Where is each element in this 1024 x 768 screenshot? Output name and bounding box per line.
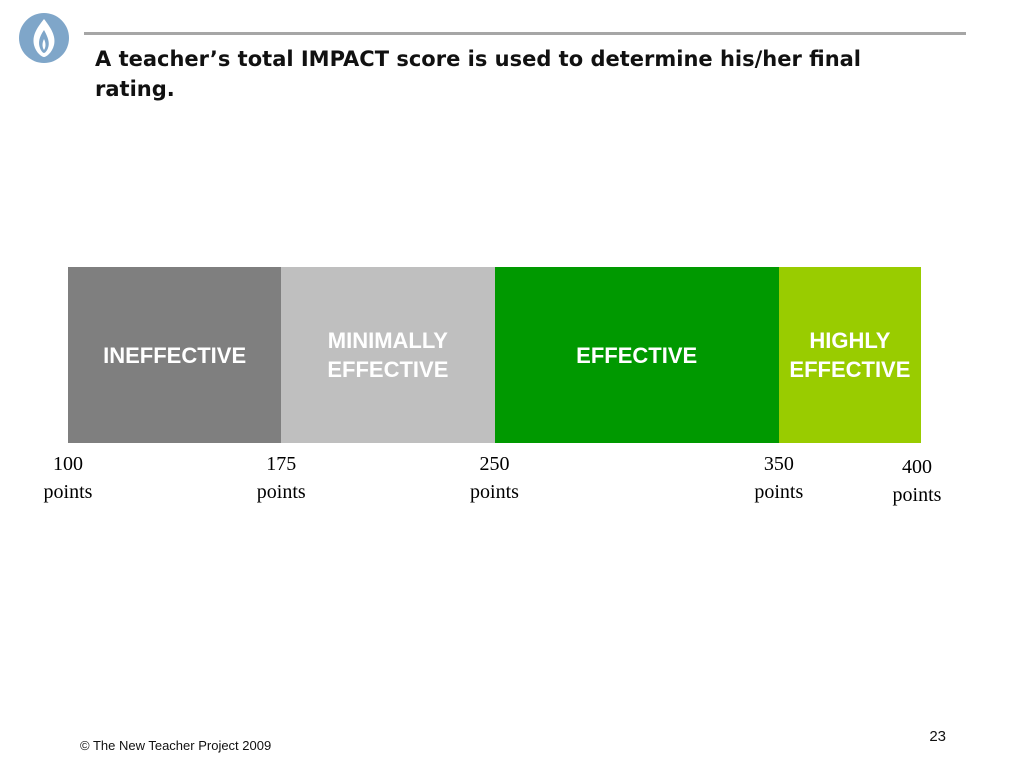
tick-label: 100 points: [43, 453, 93, 503]
rating-segment: MINIMALLY EFFECTIVE: [281, 267, 495, 443]
rating-segment-label: EFFECTIVE: [576, 342, 698, 368]
rating-segment: INEFFECTIVE: [68, 267, 282, 443]
page-title: A teacher’s total IMPACT score is used t…: [95, 47, 862, 101]
copyright-footer: © The New Teacher Project 2009: [80, 738, 272, 753]
tick-label: 350 points: [754, 453, 804, 503]
rating-segment-label: HIGHLY EFFECTIVE: [789, 328, 911, 382]
rating-segment: EFFECTIVE: [494, 267, 779, 443]
header-divider: [84, 32, 966, 35]
tick-label: 250 points: [470, 453, 519, 503]
page-number: 23: [929, 728, 946, 745]
rating-segment: HIGHLY EFFECTIVE: [778, 267, 921, 443]
tick-label: 400 points: [892, 456, 942, 506]
rating-scale-bar: INEFFECTIVE MINIMALLY EFFECTIVE EFFECTIVE H…: [68, 267, 921, 443]
rating-segment-label: MINIMALLY EFFECTIVE: [327, 328, 449, 382]
flame-logo-icon: [19, 13, 69, 63]
rating-segment-label: INEFFECTIVE: [103, 342, 247, 368]
tick-label: 175 points: [256, 453, 306, 503]
